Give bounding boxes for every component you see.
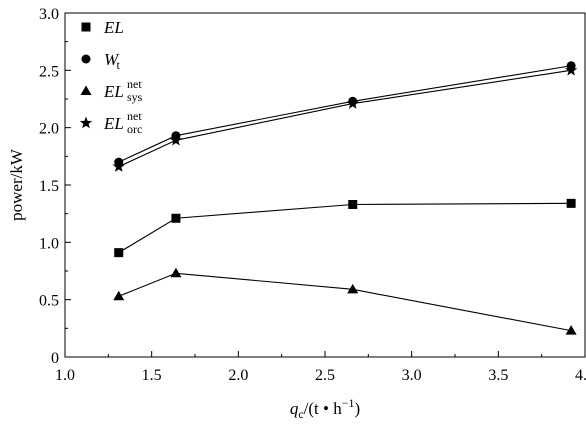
series-line-circle [118, 65, 572, 163]
axis-ticks: 1.0 1.5 2.0 2.5 3.0 3.5 4.0 0 0.5 1.0 1.5 2.0 2.5 3.0 [39, 6, 586, 384]
plot-frame [64, 12, 586, 358]
legend-label: EL net orc [103, 109, 142, 136]
legend-marker-triangle [80, 85, 92, 95]
x-axis-label-close: ) [355, 399, 361, 418]
x-axis-label-sub: c [298, 407, 303, 421]
x-axis-label: qc/(t • h−1) [290, 396, 360, 421]
legend-label-main: EL [103, 18, 124, 37]
y-tick-label: 1.0 [39, 235, 59, 252]
legend-marker-square [81, 22, 91, 32]
data-point-triangle [347, 283, 359, 294]
legend-marker-star [79, 116, 93, 129]
legend-label-sup: net [127, 109, 142, 123]
data-point-square [348, 199, 358, 209]
y-tick-label: 0 [51, 350, 59, 367]
y-tick-label: 0.5 [39, 293, 59, 310]
legend-label: Wt [104, 50, 121, 72]
x-tick-label: 2.0 [228, 367, 248, 384]
y-tick-label: 2.5 [39, 63, 59, 80]
x-tick-label: 1.0 [55, 367, 75, 384]
x-tick-label: 3.0 [402, 367, 422, 384]
legend-label-main: EL [103, 82, 124, 101]
series-line-triangle [118, 272, 572, 332]
x-tick-label: 1.5 [142, 367, 162, 384]
series-line-square [118, 202, 572, 254]
data-point-square [566, 198, 576, 208]
x-tick-label: 3.5 [488, 367, 508, 384]
series-markers [112, 61, 578, 335]
data-point-star [346, 97, 359, 109]
legend-label-sub: t [117, 58, 121, 72]
legend-label: EL [103, 18, 124, 37]
legend-label-main: W [104, 50, 120, 69]
data-point-triangle [170, 267, 182, 278]
data-point-triangle [565, 325, 577, 335]
data-point-square [171, 213, 181, 223]
data-point-star [112, 160, 125, 172]
legend-label-sub: orc [127, 122, 142, 136]
x-axis-label-var: q [290, 399, 299, 418]
legend-marker-circle [81, 54, 91, 64]
y-tick-label: 1.5 [39, 178, 59, 195]
y-tick-label: 3.0 [39, 6, 59, 23]
y-tick-label: 2.0 [39, 121, 59, 138]
series-line-star [118, 69, 572, 168]
x-tick-label: 4.0 [575, 367, 586, 384]
data-point-star [564, 63, 578, 76]
x-tick-label: 2.5 [315, 367, 335, 384]
legend-label: EL net sys [103, 77, 143, 104]
data-point-square [114, 248, 124, 258]
legend-label-sub: sys [127, 90, 143, 104]
x-axis-label-rest: /(t • h [304, 399, 343, 418]
data-point-star [169, 133, 183, 146]
series-lines [118, 65, 572, 332]
y-axis-label: power/kW [7, 148, 26, 221]
legend-label-main: EL [103, 114, 124, 133]
x-axis-label-sup: −1 [342, 396, 355, 410]
data-point-triangle [113, 290, 125, 301]
legend-label-sup: net [127, 77, 142, 91]
